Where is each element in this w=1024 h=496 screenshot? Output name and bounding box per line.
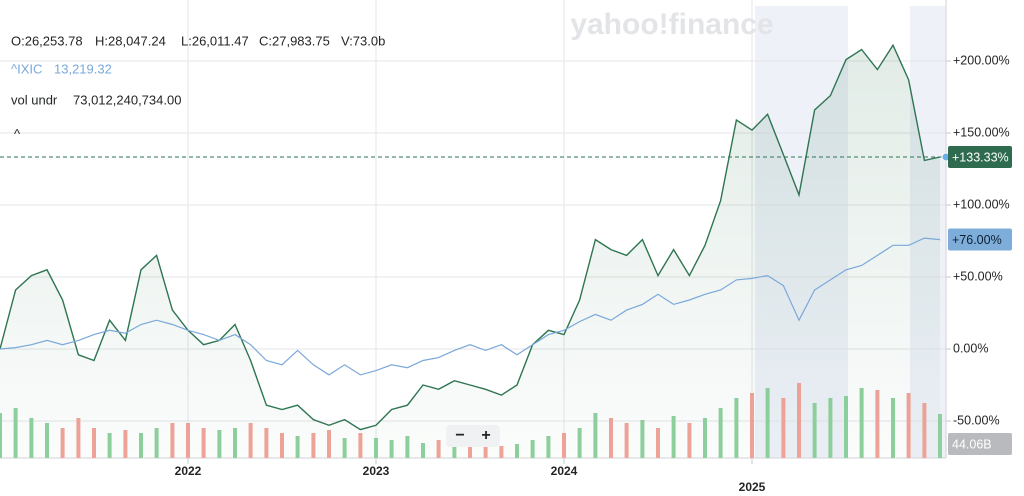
y-tick-label: +200.00% [953,53,1010,67]
line [0,237,941,376]
y-tick-label: +100.00% [953,197,1010,211]
ohlc-volume: V:73.0b [341,33,385,48]
compare-name[interactable]: ^IXIC [11,61,42,76]
watermark: yahoo!finance [570,8,773,41]
y-tick-label: 0.00% [953,341,988,355]
volume-badge-label: 44.06B [952,437,992,451]
value-badge-label: +133.33% [952,150,1009,164]
collapse-button[interactable]: ^ [14,126,21,141]
zoom-controls [446,425,500,447]
y-tick-label: +50.00% [953,269,1003,283]
ohlc-close: C:27,983.75 [259,33,330,48]
header: O:26,253.78 H:28,047.24 L:26,011.47 C:27… [11,33,385,141]
ohlc-high: H:28,047.24 [95,33,166,48]
x-tick-label: 2024 [551,464,578,478]
y-tick-label: -50.00% [953,413,1000,427]
value-badge [948,146,1012,169]
line [0,43,941,431]
y-tick-label: +150.00% [953,125,1010,139]
volume-badge [948,433,1012,455]
x-tick-label: 2022 [175,464,202,478]
volume-value: 73,012,240,734.00 [73,92,181,107]
value-badge-label: +76.00% [952,233,1002,247]
volume-label: vol undr [11,92,58,107]
compare-value: 13,219.32 [54,61,112,76]
zoom-in-button[interactable]: + [481,427,490,444]
ohlc-open: O:26,253.78 [11,33,83,48]
value-badge [948,228,1012,251]
x-tick-label: 2025 [739,480,766,494]
area [0,45,940,457]
ohlc-low: L:26,011.47 [181,33,249,48]
x-tick-label: 2023 [363,464,390,478]
zoom-out-button[interactable]: − [455,427,464,444]
